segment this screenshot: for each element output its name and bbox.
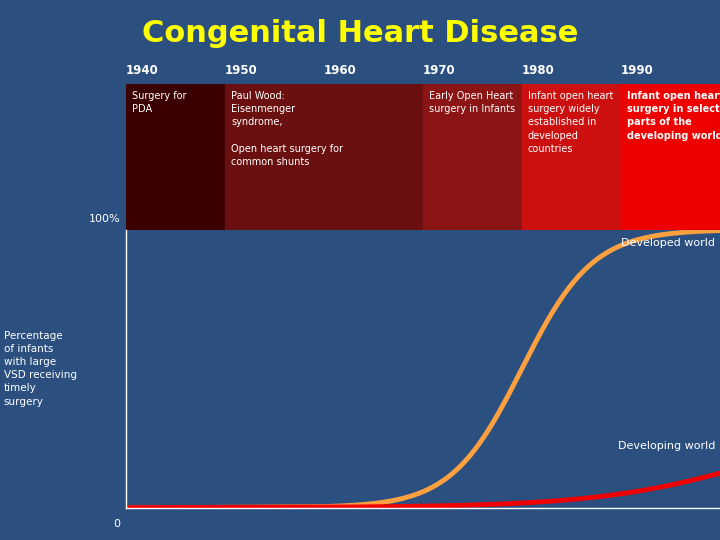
Text: 100%: 100%: [89, 214, 120, 224]
Text: Percentage
of infants
with large
VSD receiving
timely
surgery: Percentage of infants with large VSD rec…: [4, 330, 76, 407]
Text: Infant open heart
surgery widely
established in
developed
countries: Infant open heart surgery widely establi…: [528, 91, 613, 154]
Text: 1940: 1940: [126, 64, 158, 77]
Bar: [126, 84, 225, 230]
Text: Infant open heart
surgery in selected
parts of the
developing world: Infant open heart surgery in selected pa…: [627, 91, 720, 140]
Text: Congenital Heart Disease: Congenital Heart Disease: [142, 19, 578, 48]
Text: Developing world: Developing world: [618, 441, 715, 451]
Bar: [522, 84, 621, 230]
Text: 1970: 1970: [423, 64, 456, 77]
Bar: [621, 84, 720, 230]
Bar: [423, 84, 522, 230]
Text: 1980: 1980: [522, 64, 554, 77]
Text: 0: 0: [113, 519, 120, 529]
Text: 1960: 1960: [324, 64, 356, 77]
Text: 1950: 1950: [225, 64, 258, 77]
Bar: [225, 84, 423, 230]
Text: Developed world: Developed world: [621, 238, 715, 248]
Text: 1990: 1990: [621, 64, 654, 77]
Text: Paul Wood:
Eisenmenger
syndrome,

Open heart surgery for
common shunts: Paul Wood: Eisenmenger syndrome, Open he…: [231, 91, 343, 167]
Text: Surgery for
PDA: Surgery for PDA: [132, 91, 186, 114]
Text: Early Open Heart
surgery in Infants: Early Open Heart surgery in Infants: [429, 91, 515, 114]
